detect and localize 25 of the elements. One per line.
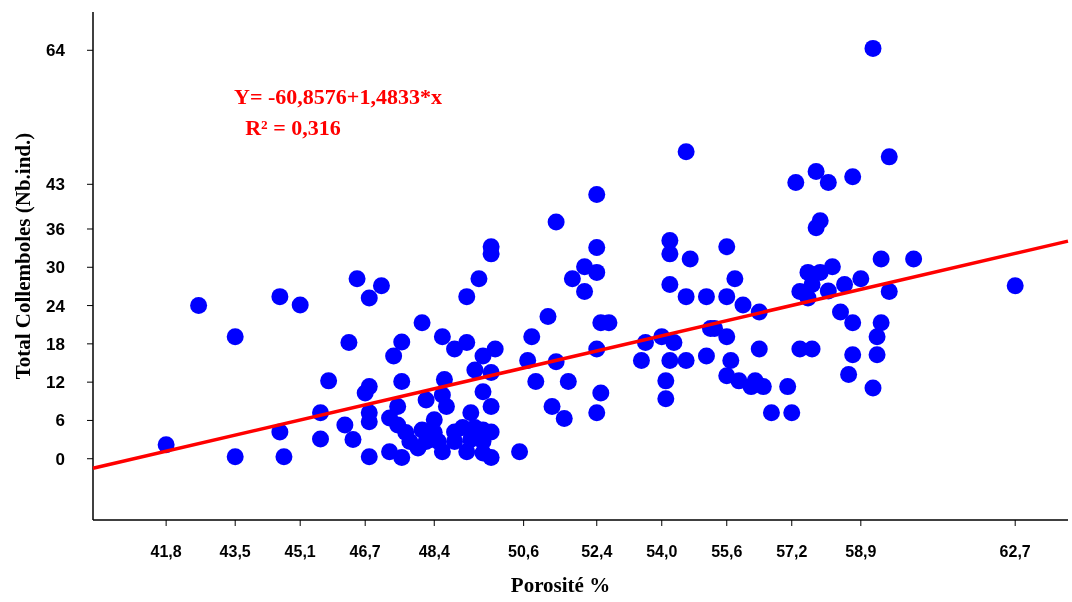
x-tick-label: 50,6 [508,543,540,560]
y-tick-label: 36 [46,219,65,239]
x-axis-title: Porosité % [510,573,611,597]
y-tick-label: 18 [46,334,65,354]
x-tick-label: 46,7 [349,543,381,560]
annotation: R² = 0,316 [245,115,341,140]
y-axis-title: Total Collemboles (Nb.ind.) [11,132,35,380]
y-tick-label: 43 [46,175,65,195]
y-tick-label: 24 [46,296,66,316]
y-tick-label: 30 [46,258,65,278]
x-tick-label: 48,4 [418,543,450,560]
x-tick-label: 62,7 [999,543,1031,560]
x-tick-label: 55,6 [711,543,743,560]
x-tick-label: 41,8 [150,543,182,560]
x-tick-label: 45,1 [284,543,316,560]
y-tick-label: 64 [46,41,66,61]
x-tick-label: 58,9 [845,543,877,560]
x-tick-label: 43,5 [219,543,251,560]
x-tick-label: 52,4 [581,543,613,560]
y-tick-label: 12 [46,373,65,393]
x-tick-label: 54,0 [646,543,678,560]
x-tick-label: 57,2 [776,543,808,560]
annotation: Y= -60,8576+1,4833*x [234,84,442,109]
y-tick-label: 0 [55,449,65,469]
y-tick-label: 6 [55,411,65,431]
